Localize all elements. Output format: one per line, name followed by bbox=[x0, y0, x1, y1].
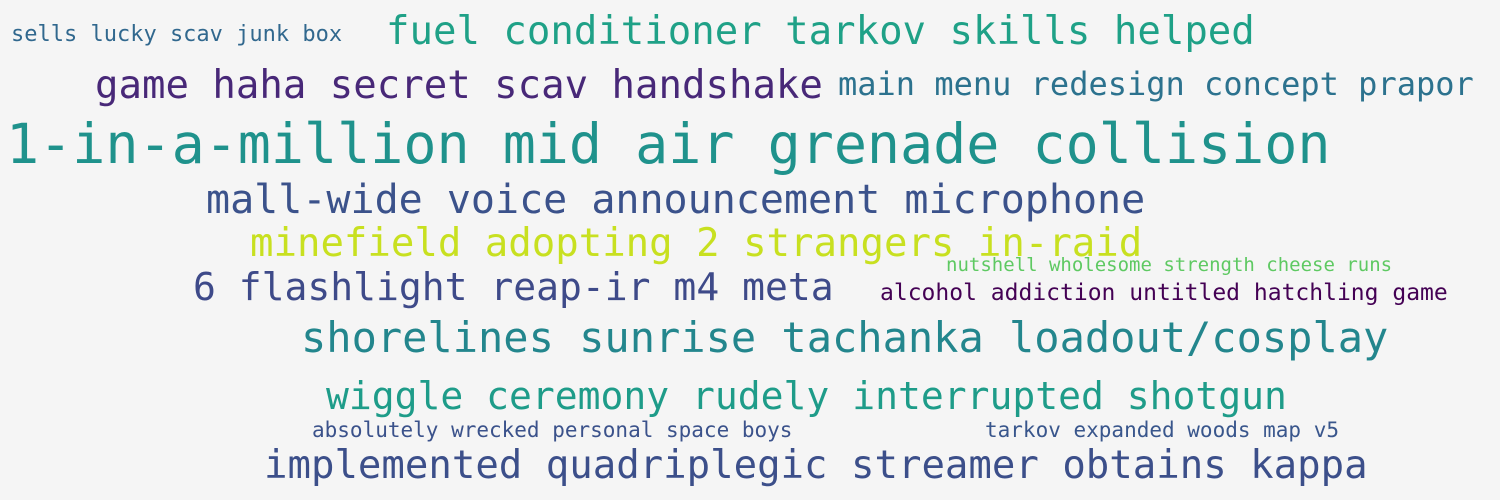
cloud-phrase: sells lucky scav junk box bbox=[11, 22, 343, 47]
cloud-phrase: game haha secret scav handshake bbox=[95, 63, 823, 108]
cloud-phrase: absolutely wrecked personal space boys bbox=[312, 418, 793, 442]
cloud-phrase: 1-in-a-million mid air grenade collision bbox=[6, 112, 1331, 176]
cloud-phrase: fuel conditioner tarkov skills helped bbox=[386, 9, 1255, 54]
cloud-phrase: nutshell wholesome strength cheese runs bbox=[946, 254, 1393, 276]
cloud-phrase: mall-wide voice announcement microphone bbox=[206, 177, 1146, 223]
cloud-phrase: wiggle ceremony rudely interrupted shotg… bbox=[326, 374, 1287, 418]
cloud-phrase: tarkov expanded woods map v5 bbox=[985, 418, 1340, 442]
cloud-phrase: minefield adopting 2 strangers in-raid bbox=[250, 221, 1143, 266]
cloud-phrase: main menu redesign concept prapor bbox=[838, 65, 1474, 103]
cloud-phrase: 6 flashlight reap-ir m4 meta bbox=[193, 265, 834, 309]
cloud-phrase: implemented quadriplegic streamer obtain… bbox=[264, 443, 1368, 488]
cloud-phrase: shorelines sunrise tachanka loadout/cosp… bbox=[301, 313, 1389, 362]
cloud-phrase: alcohol addiction untitled hatchling gam… bbox=[880, 280, 1448, 306]
